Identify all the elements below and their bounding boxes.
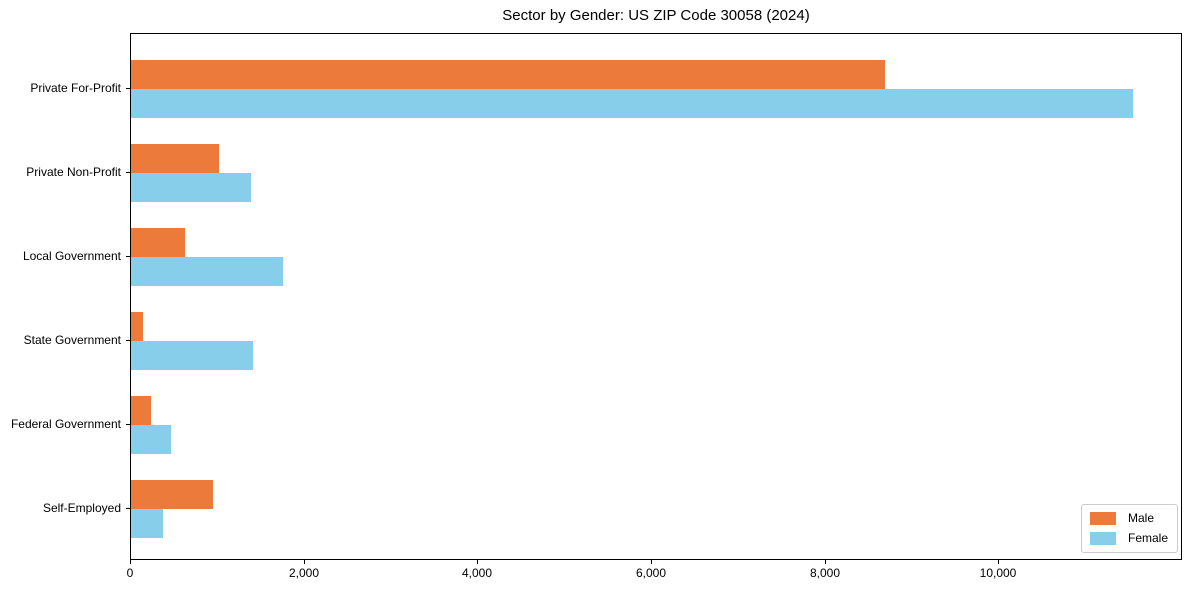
bar-female-private-for-profit	[131, 89, 1133, 118]
legend-label-male: Male	[1127, 511, 1154, 525]
y-axis-tick-private-non-profit	[126, 172, 130, 173]
legend-entry-male: Male	[1089, 511, 1168, 526]
bar-male-federal-government	[131, 396, 151, 425]
x-axis-label-2000: 2,000	[288, 566, 320, 580]
legend-label-female: Female	[1127, 531, 1168, 545]
bar-female-self-employed	[131, 509, 163, 538]
y-axis-label-private-non-profit: Private Non-Profit	[26, 165, 121, 179]
y-axis-tick-state-government	[126, 340, 130, 341]
legend-entry-female: Female	[1089, 531, 1168, 546]
x-axis-tick-0	[130, 560, 131, 564]
legend-swatch-male	[1089, 512, 1116, 525]
bar-female-federal-government	[131, 425, 171, 454]
x-axis-label-4000: 4,000	[461, 566, 493, 580]
bar-female-state-government	[131, 341, 253, 370]
chart-title: Sector by Gender: US ZIP Code 30058 (202…	[502, 7, 810, 24]
legend-swatch-female	[1089, 532, 1116, 545]
bar-female-local-government	[131, 257, 283, 286]
x-axis-label-0: 0	[126, 566, 134, 580]
x-axis-label-8000: 8,000	[809, 566, 841, 580]
x-axis-tick-6000	[651, 560, 652, 564]
x-axis-tick-10000	[998, 560, 999, 564]
legend: Male Female	[1080, 504, 1178, 553]
bar-male-state-government	[131, 312, 143, 341]
y-axis-tick-federal-government	[126, 424, 130, 425]
x-axis-label-6000: 6,000	[635, 566, 667, 580]
y-axis-tick-private-for-profit	[126, 88, 130, 89]
y-axis-label-federal-government: Federal Government	[10, 417, 121, 431]
x-axis-tick-2000	[304, 560, 305, 564]
bar-male-self-employed	[131, 480, 213, 509]
y-axis-tick-local-government	[126, 256, 130, 257]
x-axis-label-10000: 10,000	[979, 566, 1017, 580]
y-axis-tick-self-employed	[126, 508, 130, 509]
plot-area: Male Female	[130, 33, 1182, 560]
y-axis-label-private-for-profit: Private For-Profit	[30, 81, 121, 95]
bar-male-private-non-profit	[131, 144, 219, 173]
x-axis-tick-8000	[825, 560, 826, 564]
bar-male-local-government	[131, 228, 185, 257]
y-axis-label-self-employed: Self-Employed	[42, 501, 121, 515]
bar-female-private-non-profit	[131, 173, 251, 202]
y-axis-label-local-government: Local Government	[22, 249, 121, 263]
x-axis-tick-4000	[477, 560, 478, 564]
bar-male-private-for-profit	[131, 60, 885, 89]
y-axis-label-state-government: State Government	[23, 333, 121, 347]
